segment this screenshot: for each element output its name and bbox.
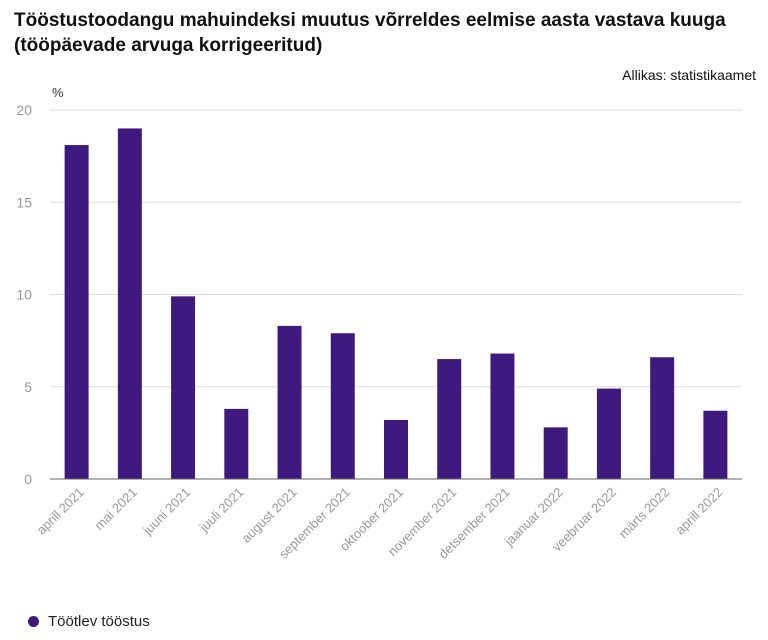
y-tick-label: 5 xyxy=(24,379,32,395)
y-tick-label: 0 xyxy=(24,471,32,487)
legend-marker xyxy=(28,616,39,627)
bar xyxy=(277,325,302,479)
bar xyxy=(117,128,142,479)
bar xyxy=(64,145,89,479)
bar xyxy=(596,388,621,479)
bar xyxy=(543,427,568,479)
x-tick-label: aprill 2022 xyxy=(672,485,725,538)
bar xyxy=(490,353,515,479)
bar xyxy=(703,410,728,479)
legend-label: Töötlev tööstus xyxy=(48,613,150,630)
bar xyxy=(650,357,675,479)
bar xyxy=(171,296,196,479)
bar xyxy=(330,333,355,479)
y-axis-unit-label: % xyxy=(52,85,64,100)
legend: Töötlev tööstus xyxy=(28,613,150,630)
x-tick-label: märts 2022 xyxy=(616,485,673,542)
bar xyxy=(384,419,408,479)
x-tick-label: aprill 2021 xyxy=(34,485,87,538)
bar xyxy=(224,408,249,479)
chart-title: Tööstustoodangu mahuindeksi muutus võrre… xyxy=(14,10,726,56)
source-label: Allikas: statistikaamet xyxy=(622,67,756,83)
bar xyxy=(437,359,462,479)
y-tick-label: 15 xyxy=(16,194,32,210)
y-tick-label: 20 xyxy=(16,102,32,118)
x-tick-label: mai 2021 xyxy=(92,485,140,533)
x-tick-label: juuli 2021 xyxy=(196,485,247,536)
y-tick-label: 10 xyxy=(16,287,32,303)
x-tick-label: juuni 2021 xyxy=(139,485,193,539)
